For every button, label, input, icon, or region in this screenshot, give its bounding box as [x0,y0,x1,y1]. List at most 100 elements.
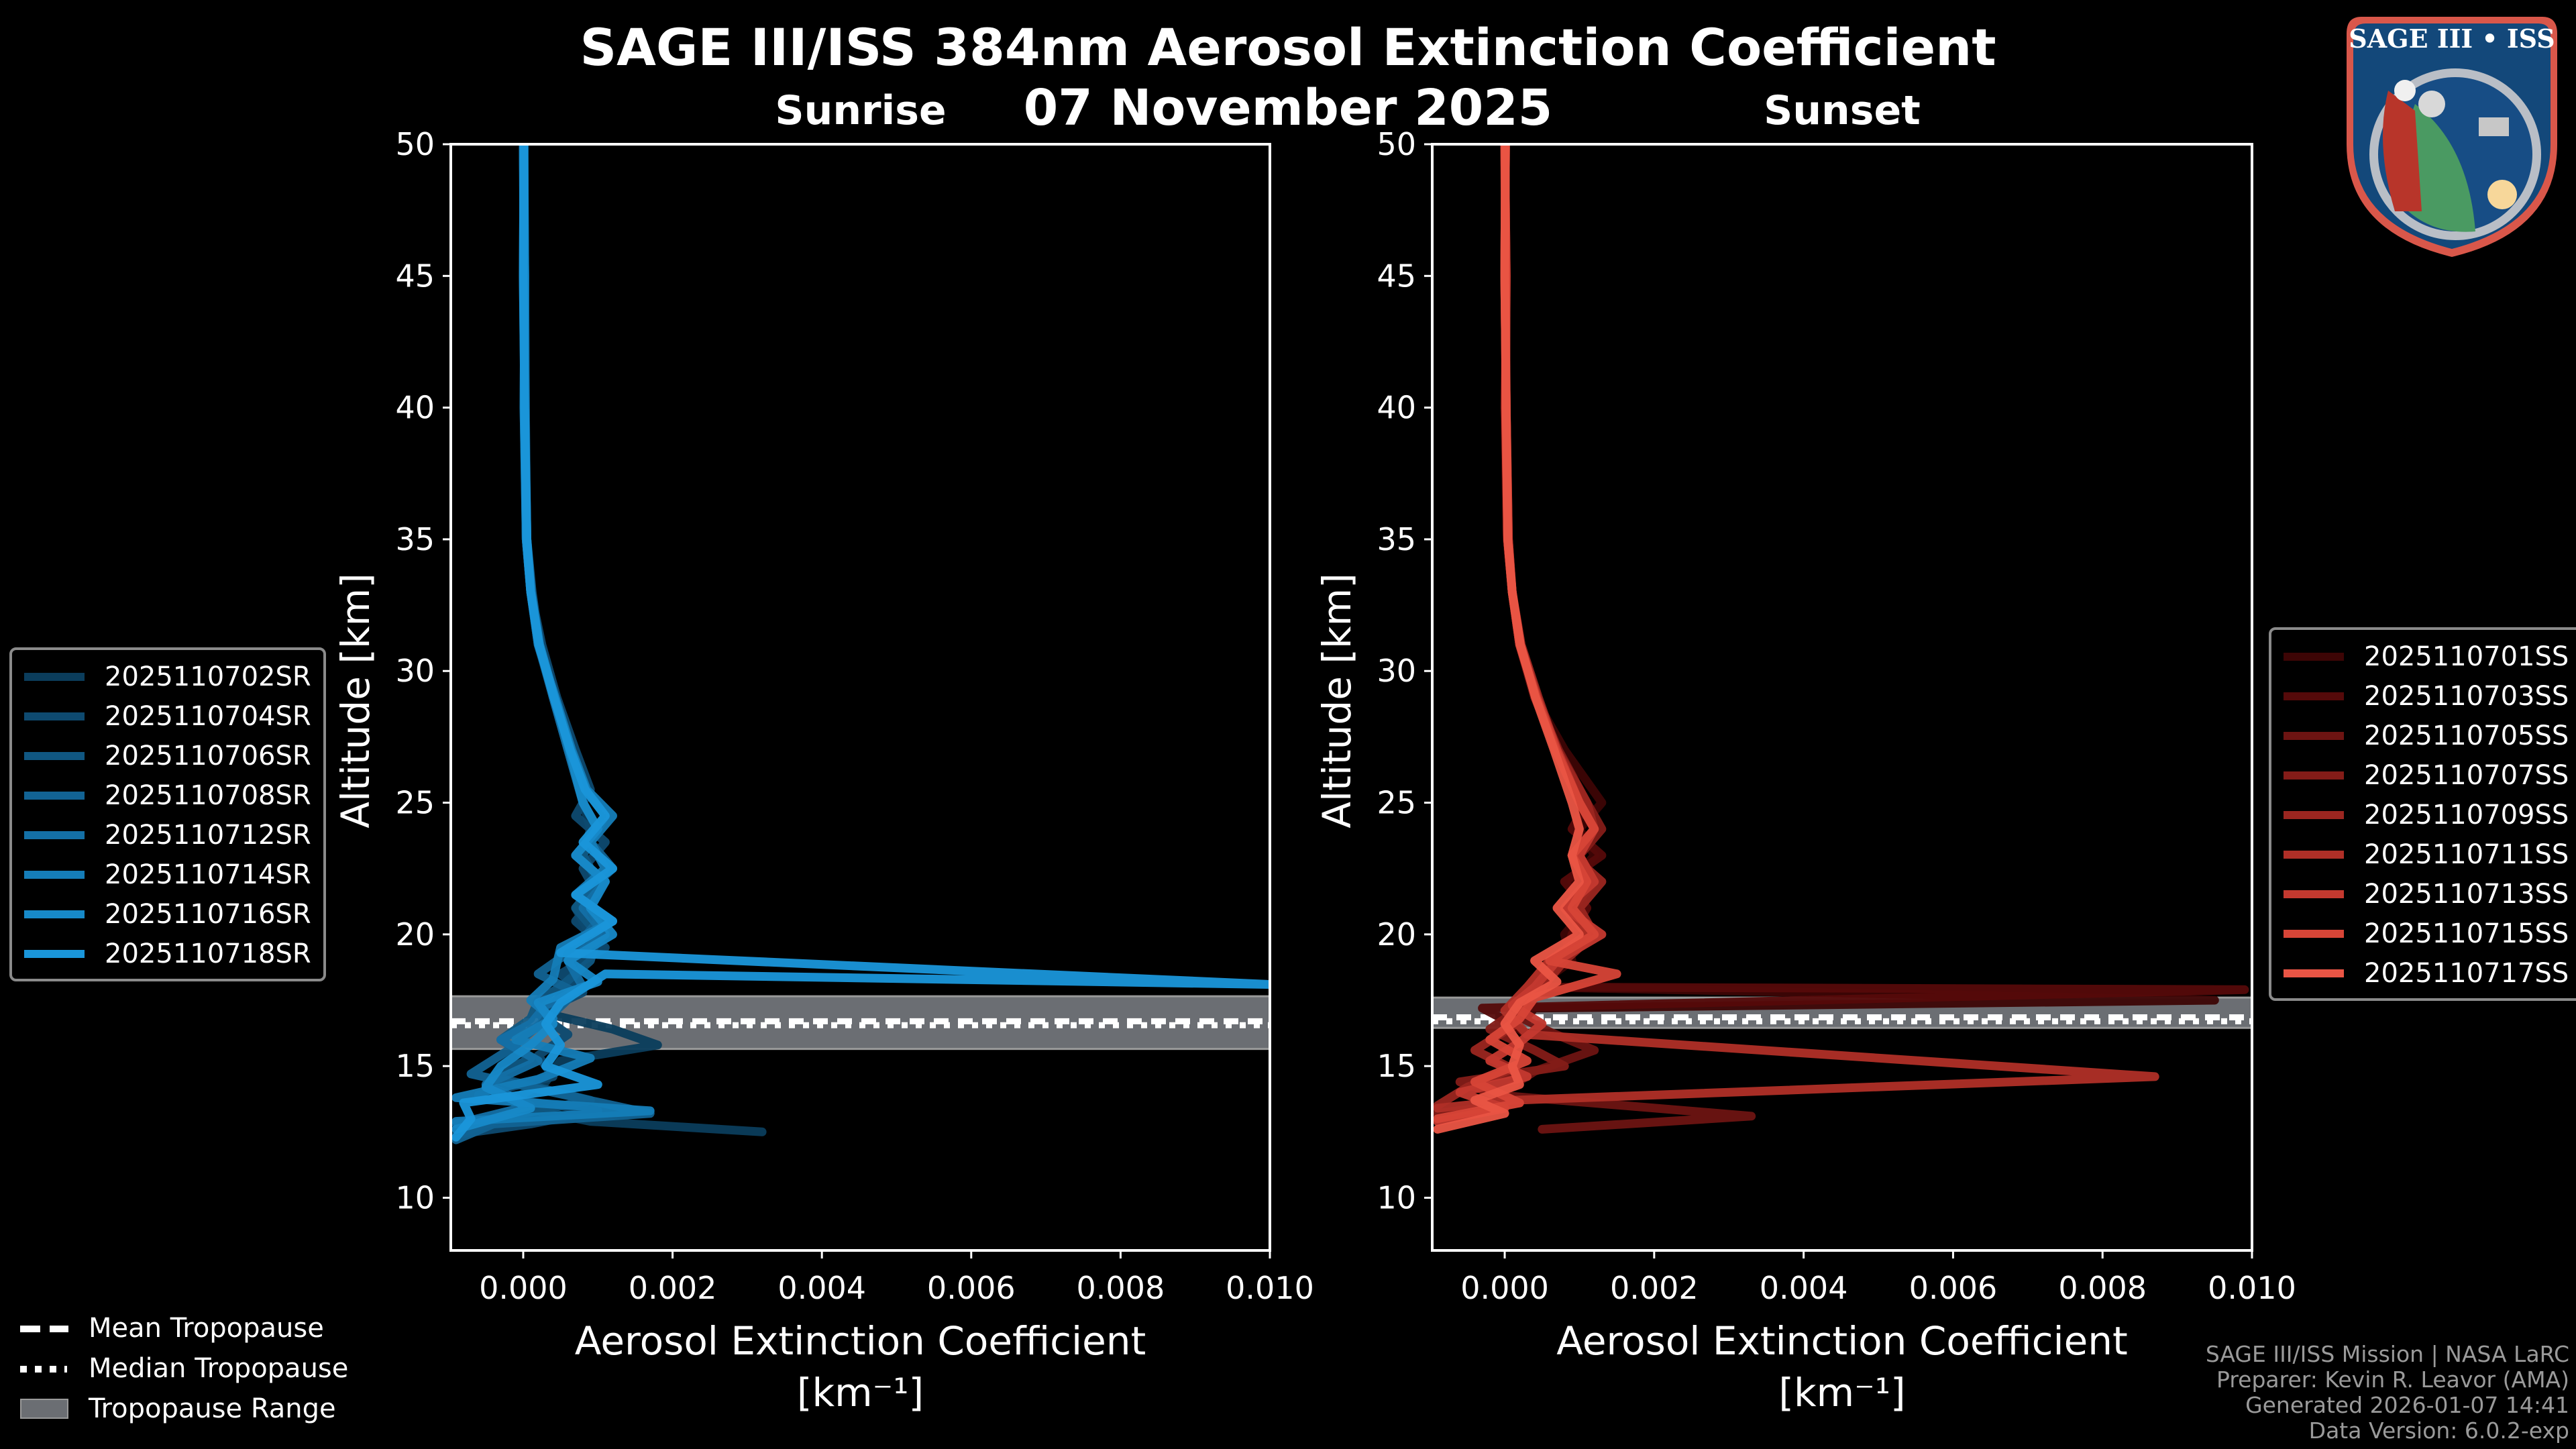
legend-swatch-icon [24,751,85,760]
legend-swatch-icon [24,712,85,720]
x-axis-label: Aerosol Extinction Coefficient [575,1318,1146,1364]
legend-item: 2025110717SS [2284,953,2569,993]
y-tick-label: 10 [395,1179,435,1216]
legend-item: 2025110714SR [24,855,311,894]
legend-swatch-icon [2284,731,2344,740]
x-tick-label: 0.004 [777,1270,866,1306]
y-axis-label: Altitude [km] [1314,573,1360,828]
legend-label: 2025110718SR [105,938,311,969]
y-tick-label: 15 [1377,1048,1416,1084]
series-group [451,144,1270,1144]
legend-label: Median Tropopause [89,1353,349,1384]
y-tick-label: 25 [1377,785,1416,821]
y-axis-label: Altitude [km] [333,573,378,828]
legend-label: 2025110717SS [2364,957,2569,989]
series-line-2025110717SS [1433,144,1584,1134]
legend-label: Mean Tropopause [89,1313,324,1344]
tropopause-legend: Mean Tropopause Median Tropopause Tropop… [20,1308,348,1429]
footer-line-generated: Generated 2026-01-07 14:41 [2245,1392,2569,1418]
y-tick-label: 20 [1377,916,1416,953]
axes-frame [1431,143,2253,1252]
legend-label: 2025110714SR [105,859,311,890]
y-tick-label: 50 [1377,126,1416,162]
legend-swatch-icon [2284,771,2344,780]
series-line-2025110712SR [451,144,610,1128]
series-line-2025110701SS [1500,144,2219,1021]
y-tick-label: 10 [1377,1179,1416,1216]
legend-item: 2025110706SR [24,736,311,775]
dotted-line-icon [20,1358,68,1379]
legend-swatch-icon [24,791,85,800]
y-tick-label: 20 [395,916,435,953]
legend-label: 2025110708SR [105,780,311,811]
sage-iii-iss-mission-patch-icon: SAGE III • ISS [2347,17,2557,257]
sunrise-plot: 10 15 20 25 30 35 40 45 50 0.000 0.002 0.004 0.006 0.… [333,126,1314,1415]
legend-item: 2025110711SS [2284,835,2569,874]
x-tick-label: 0.000 [479,1270,568,1306]
series-group [1433,144,2249,1134]
legend-item: 2025110708SR [24,775,311,815]
legend-item-median-tropopause: Median Tropopause [20,1348,348,1389]
legend-label: 2025110702SR [105,661,311,692]
y-tick-label: 45 [1377,258,1416,294]
x-axis-units-label: [km⁻¹] [1778,1370,1905,1415]
x-tick-label: 0.010 [2208,1270,2296,1306]
legend-label: Tropopause Range [89,1393,336,1424]
x-tick-label: 0.002 [629,1270,717,1306]
legend-label: 2025110716SR [105,898,311,930]
y-tick-label: 35 [395,521,435,557]
series-line-2025110715SS [1433,144,1621,1124]
legend-swatch-icon [2284,810,2344,819]
x-tick-label: 0.004 [1760,1270,1848,1306]
legend-item: 2025110712SR [24,815,311,855]
legend-item: 2025110716SR [24,894,311,934]
legend-item: 2025110704SR [24,696,311,736]
figure-date: 07 November 2025 [1023,79,1553,137]
legend-swatch-icon [2284,890,2344,898]
gray-band-swatch-icon [20,1399,68,1419]
x-tick-label: 0.010 [1226,1270,1314,1306]
sunrise-panel-title: Sunrise [775,87,947,134]
sunset-plot: 10 15 20 25 30 35 40 45 50 0.000 0.002 0.004 0.006 0.… [1314,126,2296,1415]
legend-label: 2025110701SS [2364,641,2569,672]
legend-swatch-icon [24,949,85,958]
legend-label: 2025110709SS [2364,799,2569,830]
y-tick-label: 40 [395,390,435,426]
legend-item: 2025110702SR [24,657,311,696]
legend-label: 2025110705SS [2364,720,2569,751]
legend-swatch-icon [24,910,85,918]
legend-label: 2025110711SS [2364,839,2569,870]
y-tick-label: 15 [395,1048,435,1084]
y-tick-label: 40 [1377,390,1416,426]
x-tick-label: 0.006 [1909,1270,1998,1306]
legend-label: 2025110704SR [105,700,311,732]
legend-label: 2025110713SS [2364,878,2569,910]
legend-item: 2025110701SS [2284,637,2569,676]
footer-line-version: Data Version: 6.0.2-exp [2308,1417,2569,1444]
x-tick-label: 0.008 [1077,1270,1165,1306]
legend-item: 2025110718SR [24,934,311,973]
legend-label: 2025110706SR [105,740,311,771]
series-line-2025110703SS [1478,144,2249,1039]
legend-swatch-icon [2284,692,2344,700]
axes-frame [449,143,1271,1252]
y-tick-label: 30 [1377,653,1416,689]
y-tick-label: 50 [395,126,435,162]
x-tick-label: 0.006 [927,1270,1016,1306]
series-line-2025110711SS [1433,144,2159,1113]
x-axis-label: Aerosol Extinction Coefficient [1556,1318,2128,1364]
footer-line-preparer: Preparer: Kevin R. Leavor (AMA) [2216,1366,2569,1393]
legend-item: 2025110713SS [2284,874,2569,914]
legend-swatch-icon [2284,652,2344,661]
figure-title: SAGE III/ISS 384nm Aerosol Extinction Co… [580,17,1996,77]
legend-swatch-icon [24,830,85,839]
logo-title: SAGE III • ISS [2349,23,2555,54]
legend-swatch-icon [2284,850,2344,859]
legend-label: 2025110703SS [2364,680,2569,712]
legend-swatch-icon [2284,969,2344,977]
y-tick-label: 35 [1377,521,1416,557]
dashed-line-icon [20,1318,68,1338]
sunset-legend: 2025110701SS 2025110703SS 2025110705SS 2025… [2269,627,2576,1001]
y-tick-label: 25 [395,785,435,821]
y-tick-label: 45 [395,258,435,294]
